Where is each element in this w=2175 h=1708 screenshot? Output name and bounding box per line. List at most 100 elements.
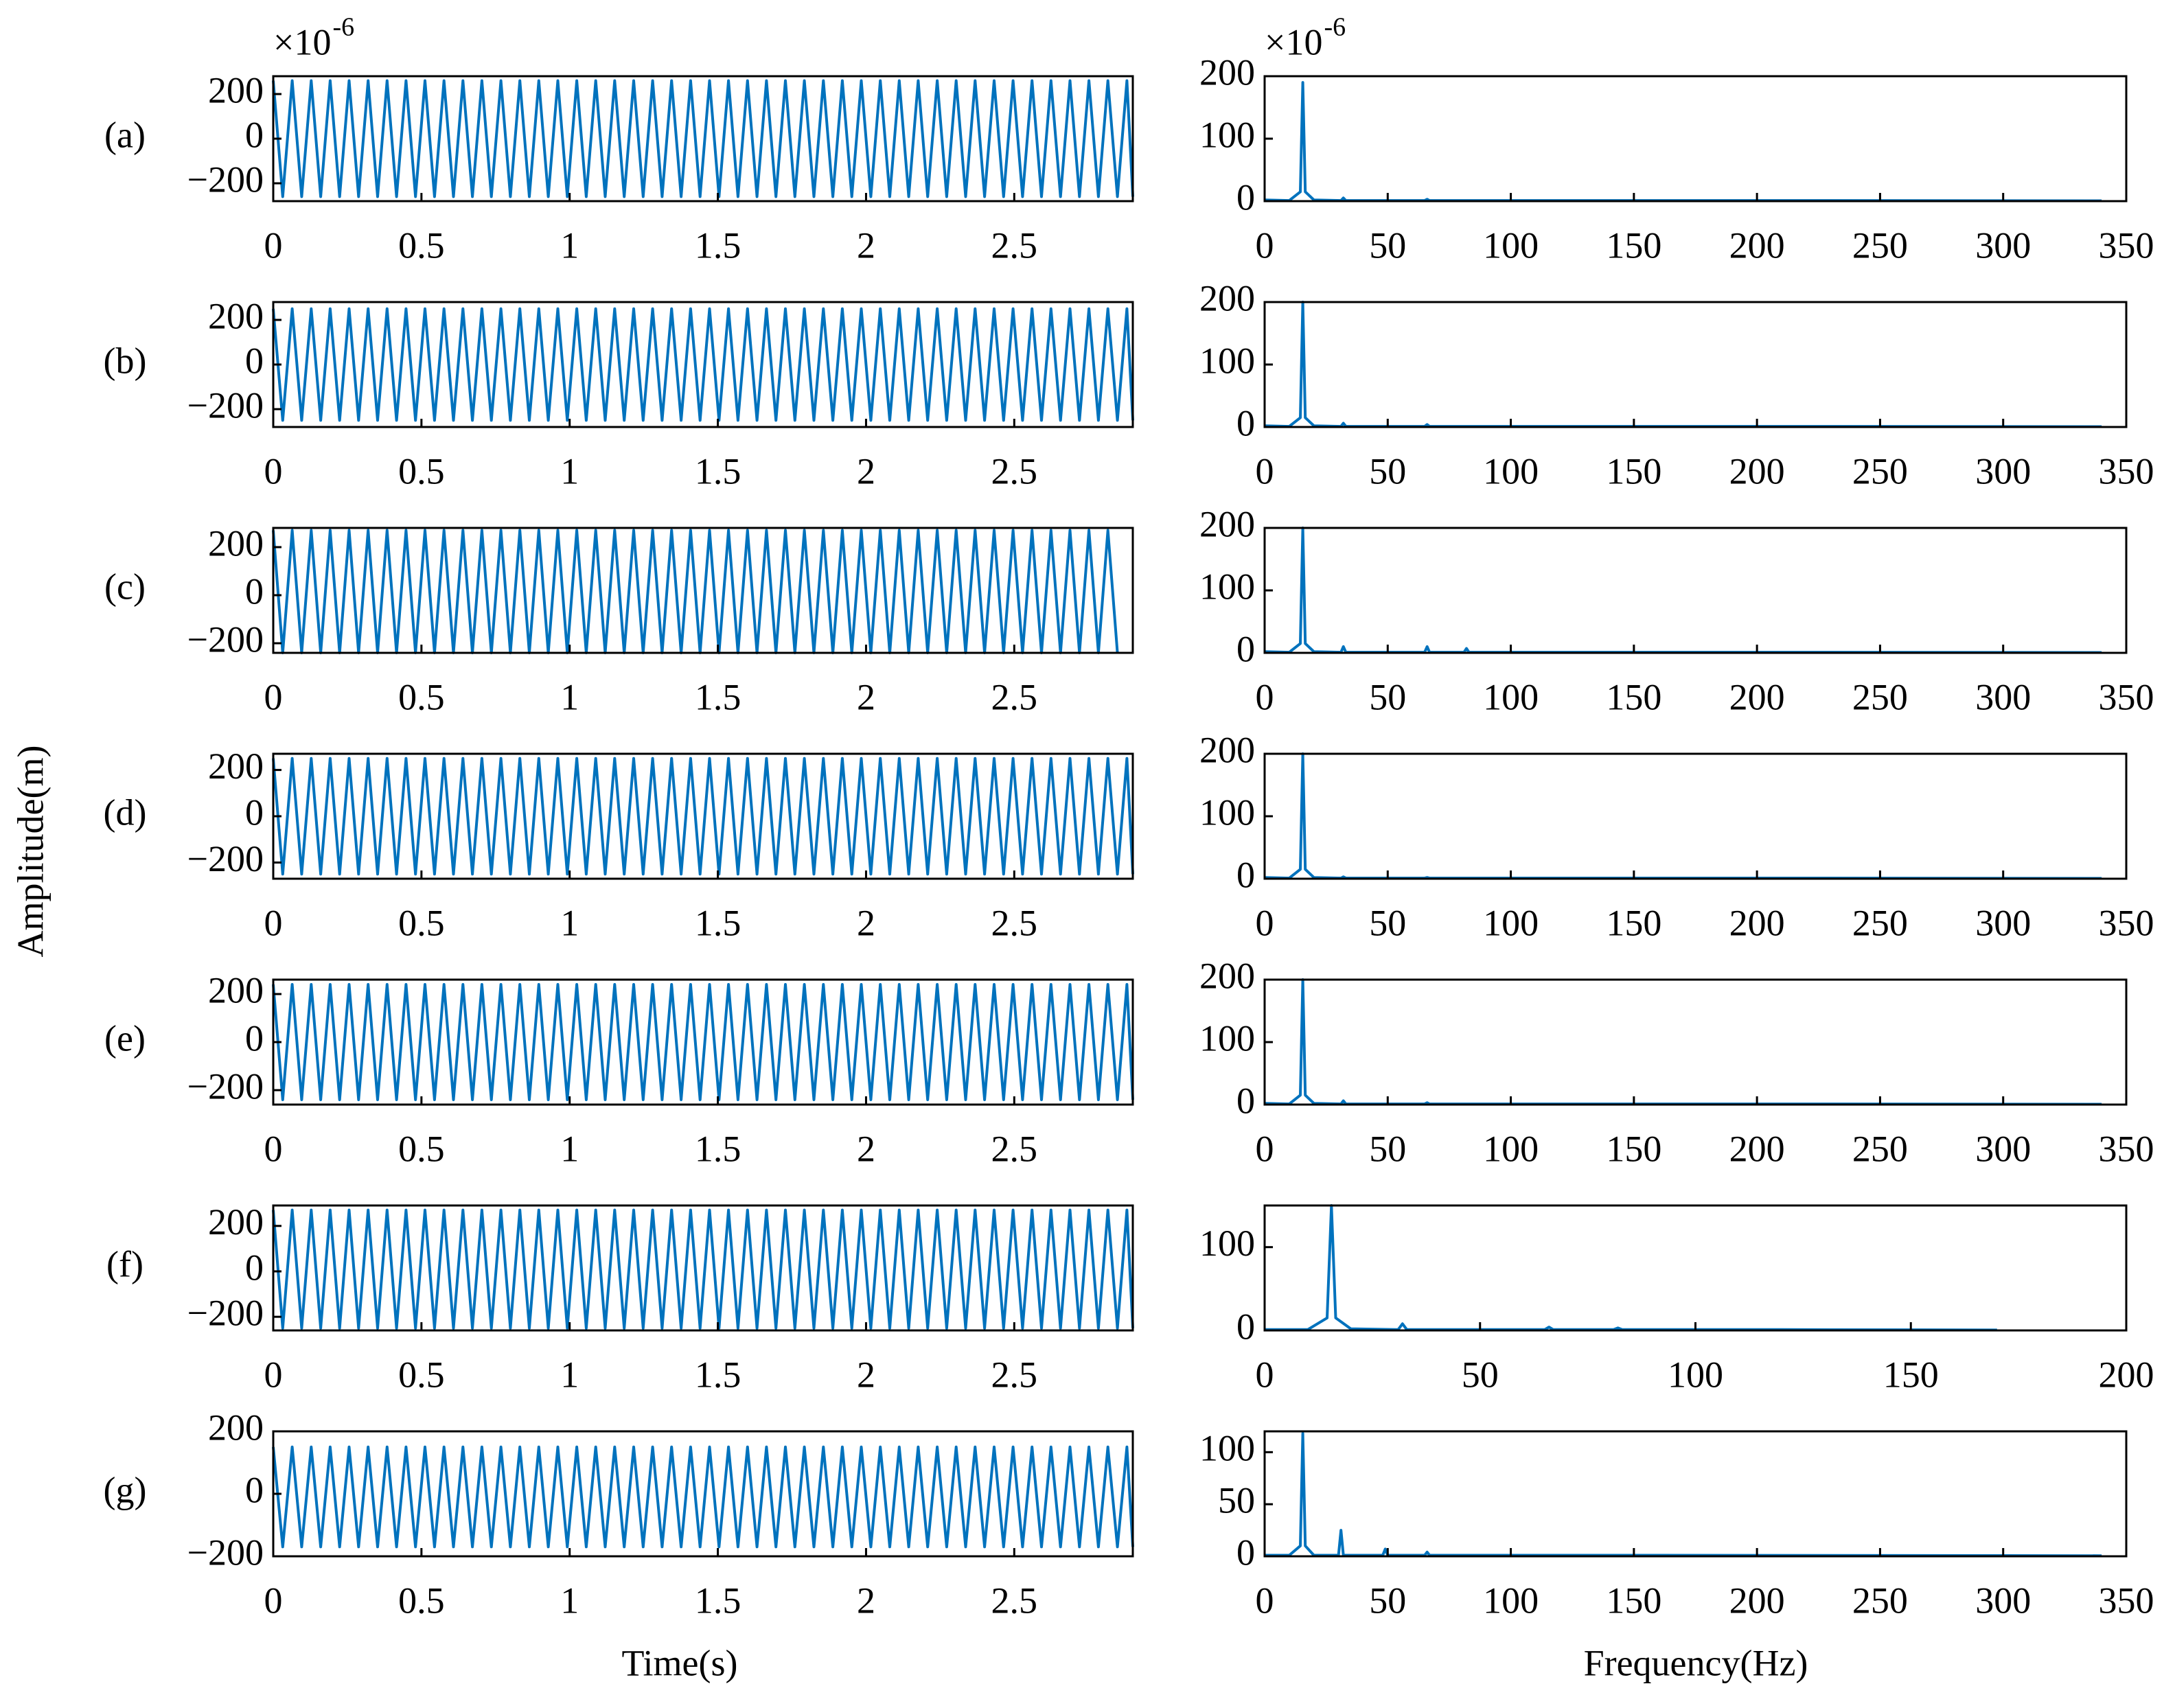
x-tick-label: 1 (560, 1580, 579, 1621)
x-tick-label: 150 (1606, 676, 1661, 717)
x-tick-label: 2.5 (991, 1580, 1038, 1621)
x-tick-label: 1 (560, 676, 579, 717)
axes-box (1263, 1430, 2128, 1558)
y-tick-label: 0 (1236, 1306, 1255, 1347)
x-tick-label: 200 (1729, 902, 1785, 943)
signal-line (272, 983, 1134, 1101)
y-tick-label: 100 (1199, 792, 1255, 833)
x-tick-label: 250 (1852, 450, 1908, 492)
x-tick-label: 2.5 (991, 450, 1038, 492)
x-tick-label: 150 (1606, 224, 1661, 266)
y-tick-label: 200 (208, 295, 264, 336)
x-axis-label: Time(s) (621, 1642, 737, 1683)
x-tick-label: 0.5 (398, 450, 445, 492)
y-tick-label: 100 (1199, 1223, 1255, 1264)
y-tick-label: 0 (1236, 1080, 1255, 1121)
y-tick-label: 0 (245, 792, 264, 833)
x-tick-label: 0 (1256, 1580, 1274, 1621)
x-tick-label: 0.5 (398, 676, 445, 717)
axes-box (272, 1204, 1134, 1332)
x-tick-label: 2.5 (991, 676, 1038, 717)
y-tick-label: 200 (208, 522, 264, 564)
y-tick-label: 200 (208, 969, 264, 1011)
y-tick-label: 0 (245, 1017, 264, 1059)
x-tick-label: 150 (1883, 1354, 1939, 1395)
x-tick-label: 250 (1852, 902, 1908, 943)
axes-box (1263, 752, 2128, 880)
x-axis-label: Frequency(Hz) (1584, 1642, 1808, 1683)
y-tick-label: 200 (208, 746, 264, 787)
signal-line (272, 79, 1134, 198)
axes-box (1263, 978, 2128, 1106)
y-tick-label: 200 (1199, 955, 1255, 996)
panel-label: (e) (104, 1017, 146, 1059)
x-tick-label: 50 (1369, 676, 1406, 717)
x-tick-label: 0.5 (398, 1354, 445, 1395)
signal-line (1265, 1204, 1997, 1332)
x-tick-label: 50 (1369, 450, 1406, 492)
signal-line (272, 1208, 1134, 1330)
x-tick-label: 300 (1975, 1128, 2031, 1169)
x-tick-label: 0 (264, 1580, 283, 1621)
x-tick-label: 0 (1256, 1354, 1274, 1395)
x-tick-label: 1.5 (695, 902, 741, 943)
x-tick-label: 300 (1975, 676, 2031, 717)
y-tick-label: −200 (187, 1532, 264, 1573)
x-tick-label: 0 (1256, 1128, 1274, 1169)
x-tick-label: 0.5 (398, 224, 445, 266)
x-tick-label: 100 (1483, 224, 1539, 266)
x-tick-label: 150 (1606, 1580, 1661, 1621)
signal-line (272, 1445, 1134, 1549)
x-tick-label: 2.5 (991, 224, 1038, 266)
y-tick-label: 0 (245, 114, 264, 155)
panel-label: (g) (104, 1469, 147, 1510)
x-tick-label: 50 (1369, 902, 1406, 943)
x-tick-label: 1 (560, 1354, 579, 1395)
x-tick-label: 300 (1975, 902, 2031, 943)
axes-box (1263, 75, 2128, 203)
x-tick-label: 2.5 (991, 1128, 1038, 1169)
x-tick-label: 0 (1256, 902, 1274, 943)
x-tick-label: 200 (1729, 224, 1785, 266)
x-tick-label: 100 (1483, 676, 1539, 717)
axes-box (1263, 1204, 2128, 1332)
y-multiplier-exponent: -6 (1324, 13, 1346, 42)
signal-line (1265, 1432, 2102, 1558)
x-tick-label: 50 (1369, 1128, 1406, 1169)
signal-line (1264, 81, 2102, 203)
x-tick-label: 100 (1483, 1128, 1539, 1169)
signal-line (1264, 301, 2102, 428)
y-multiplier-exponent: -6 (332, 13, 354, 42)
x-tick-label: 0.5 (398, 1128, 445, 1169)
y-tick-label: 100 (1199, 566, 1255, 607)
panel-label: (f) (106, 1243, 143, 1284)
y-tick-label: −200 (187, 159, 264, 200)
x-tick-label: 200 (1729, 676, 1785, 717)
panel-label: (c) (104, 566, 146, 607)
x-tick-label: 200 (1729, 1580, 1785, 1621)
x-tick-label: 150 (1606, 902, 1661, 943)
x-tick-label: 200 (1729, 1128, 1785, 1169)
x-tick-label: 250 (1852, 676, 1908, 717)
y-tick-label: 200 (1199, 51, 1255, 93)
x-tick-label: 2 (857, 1354, 875, 1395)
x-tick-label: 50 (1462, 1354, 1499, 1395)
x-tick-label: 2.5 (991, 902, 1038, 943)
signal-line (1264, 978, 2102, 1106)
axes-box (1263, 301, 2128, 428)
x-tick-label: 300 (1975, 224, 2031, 266)
x-tick-label: 0.5 (398, 1580, 445, 1621)
panel-label: (d) (104, 792, 147, 833)
x-tick-label: 100 (1668, 1354, 1723, 1395)
signal-line (272, 529, 1119, 654)
x-tick-label: 2 (857, 676, 875, 717)
y-tick-label: 0 (245, 340, 264, 381)
x-tick-label: 1 (560, 224, 579, 266)
y-multiplier: ×10 (1265, 21, 1322, 62)
y-multiplier: ×10 (273, 21, 331, 62)
x-tick-label: 0 (264, 1128, 283, 1169)
y-tick-label: −200 (187, 838, 264, 879)
x-tick-label: 350 (2099, 224, 2154, 266)
panel-label: (a) (104, 114, 146, 155)
